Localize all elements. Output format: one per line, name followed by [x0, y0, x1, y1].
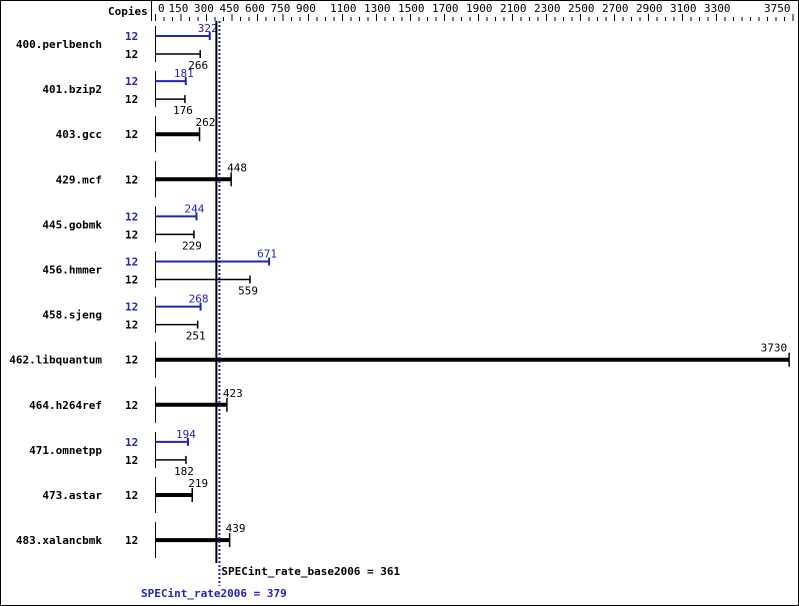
peak-value-label: 244: [185, 202, 205, 215]
peak-copies: 12: [125, 301, 138, 314]
x-tick-label: 1900: [466, 2, 493, 15]
peak-value-label: 268: [189, 293, 209, 306]
x-tick-label: 2700: [602, 2, 629, 15]
base-metric-label: SPECint_rate_base2006 = 361: [221, 565, 400, 578]
base-copies: 12: [125, 48, 138, 61]
base-value-label: 251: [186, 330, 206, 343]
base-copies: 12: [125, 319, 138, 332]
benchmark-name: 471.omnetpp: [29, 444, 102, 457]
benchmark-name: 483.xalancbmk: [16, 534, 102, 547]
x-tick-label: 0: [158, 2, 165, 15]
x-tick-label: 2500: [568, 2, 595, 15]
x-tick-label: 2300: [534, 2, 561, 15]
x-tick-label: 1700: [432, 2, 459, 15]
x-tick-label: 1100: [330, 2, 357, 15]
base-value-label: 448: [227, 161, 247, 174]
x-tick-label: 3300: [704, 2, 731, 15]
peak-copies: 12: [125, 436, 138, 449]
base-copies: 12: [125, 454, 138, 467]
base-copies: 12: [125, 128, 138, 141]
base-value-label: 266: [188, 59, 208, 72]
base-copies: 12: [125, 534, 138, 547]
x-tick-label: 3100: [670, 2, 697, 15]
x-tick-label: 600: [245, 2, 265, 15]
benchmark-name: 462.libquantum: [9, 354, 102, 367]
base-value-label: 182: [174, 465, 194, 478]
benchmark-name: 473.astar: [42, 489, 102, 502]
base-copies: 12: [125, 93, 138, 106]
base-copies: 12: [125, 399, 138, 412]
benchmark-name: 429.mcf: [56, 173, 102, 186]
base-value-label: 219: [188, 477, 208, 490]
x-tick-label: 450: [220, 2, 240, 15]
peak-copies: 12: [125, 210, 138, 223]
benchmark-name: 403.gcc: [56, 128, 102, 141]
base-value-label: 423: [223, 387, 243, 400]
x-tick-label: 3750: [764, 2, 791, 15]
base-value-label: 439: [226, 522, 246, 535]
base-copies: 12: [125, 274, 138, 287]
peak-copies: 12: [125, 256, 138, 269]
peak-metric-label: SPECint_rate2006 = 379: [141, 587, 287, 600]
base-copies: 12: [125, 228, 138, 241]
x-tick-label: 300: [194, 2, 214, 15]
peak-value-label: 181: [174, 67, 194, 80]
x-tick-label: 900: [296, 2, 316, 15]
base-value-label: 229: [182, 239, 202, 252]
peak-copies: 12: [125, 75, 138, 88]
benchmark-name: 456.hmmer: [42, 264, 102, 277]
benchmark-name: 464.h264ref: [29, 399, 102, 412]
base-copies: 12: [125, 354, 138, 367]
x-tick-label: 2100: [500, 2, 527, 15]
base-value-label: 176: [173, 104, 193, 117]
base-copies: 12: [125, 489, 138, 502]
benchmark-name: 458.sjeng: [42, 309, 102, 322]
base-copies: 12: [125, 173, 138, 186]
peak-value-label: 322: [198, 22, 218, 35]
peak-value-label: 194: [176, 428, 196, 441]
x-tick-label: 150: [169, 2, 189, 15]
peak-value-label: 671: [257, 248, 277, 261]
base-value-label: 262: [196, 116, 216, 129]
base-value-label: 3730: [761, 342, 788, 355]
peak-copies: 12: [125, 30, 138, 43]
x-tick-label: 1500: [398, 2, 425, 15]
x-tick-label: 2900: [636, 2, 663, 15]
benchmark-name: 400.perlbench: [16, 38, 102, 51]
benchmark-name: 445.gobmk: [42, 218, 102, 231]
base-value-label: 559: [238, 285, 258, 298]
x-tick-label: 1300: [364, 2, 391, 15]
x-tick-label: 750: [271, 2, 291, 15]
copies-header: Copies: [108, 5, 148, 18]
benchmark-name: 401.bzip2: [42, 83, 102, 96]
